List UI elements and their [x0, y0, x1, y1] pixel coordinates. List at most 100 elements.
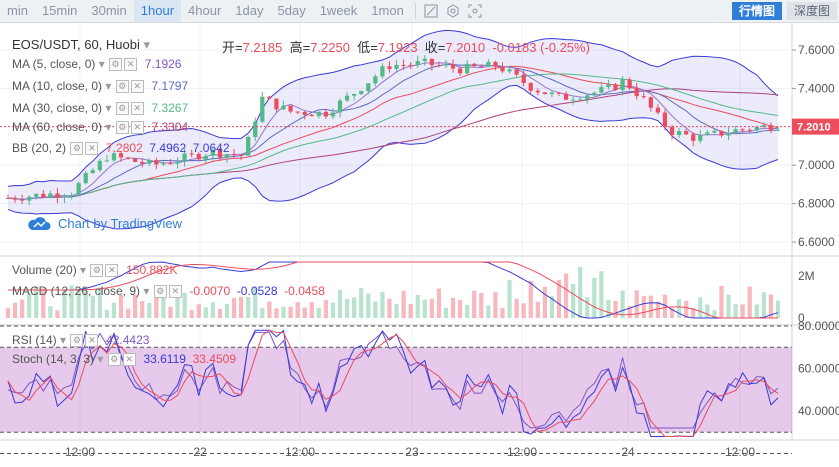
close-icon[interactable]: ✕ — [168, 285, 182, 299]
legend-ma30[interactable]: MA (30, close, 0) ▾ ⚙ ✕ 7.3267 — [12, 101, 188, 116]
depth-chart-button[interactable]: 深度图 — [786, 2, 837, 20]
timeframe-1day[interactable]: 1day — [235, 3, 264, 18]
candle-body — [359, 91, 364, 94]
chevron-down-icon[interactable]: ▾ — [105, 101, 112, 115]
timeframe-min[interactable]: min — [7, 3, 28, 18]
volume-bar — [239, 297, 244, 318]
ma30-label: MA (30, close, 0) — [12, 101, 103, 115]
chevron-down-icon[interactable]: ▾ — [105, 79, 112, 93]
market-chart-button[interactable]: 行情图 — [731, 2, 782, 20]
macd-signal-line — [8, 261, 778, 319]
chevron-down-icon[interactable]: ▾ — [60, 333, 67, 347]
candle-body — [295, 111, 300, 113]
candle-body — [493, 61, 498, 67]
close-icon[interactable]: ✕ — [85, 334, 99, 348]
volume-bar — [500, 307, 505, 318]
timeframe-1week[interactable]: 1week — [319, 3, 358, 18]
legend-stoch[interactable]: Stoch (14, 3, 3) ▾ ⚙ ✕ 33.6119 33.4509 — [12, 352, 236, 367]
candle-body — [606, 84, 611, 88]
volume-bar — [549, 296, 555, 318]
chevron-down-icon[interactable]: ▾ — [97, 352, 104, 366]
fullscreen-icon[interactable] — [464, 0, 486, 22]
bb-basis-value: 7.2802 — [106, 141, 143, 155]
volume-bar — [733, 304, 738, 318]
volume-bar — [472, 290, 477, 318]
tradingview-watermark[interactable]: Chart by TradingView — [26, 214, 182, 232]
drawing-tools-icon[interactable] — [420, 0, 442, 22]
candle-body — [698, 135, 703, 141]
close-icon[interactable]: ✕ — [130, 121, 144, 135]
legend-macd[interactable]: MACD (12, 26, close, 9) ▾ ⚙ ✕ -0.0070 -0.… — [12, 284, 325, 299]
legend-ma10[interactable]: MA (10, close, 0) ▾ ⚙ ✕ 7.1797 — [12, 79, 188, 94]
candle-body — [648, 97, 653, 108]
legend-ma60[interactable]: MA (60, close, 0) ▾ ⚙ ✕ 7.3304 — [12, 120, 188, 135]
close-icon[interactable]: ✕ — [122, 353, 136, 367]
candle-body — [168, 163, 173, 165]
candle-body — [472, 63, 477, 67]
volume-bar — [408, 304, 413, 318]
timeframe-1hour[interactable]: 1hour — [133, 0, 182, 22]
volume-bar — [712, 310, 717, 318]
volume-bar — [585, 297, 590, 318]
settings-icon[interactable] — [442, 0, 464, 22]
current-price-tag — [792, 118, 839, 135]
legend-ma5[interactable]: MA (5, close, 0) ▾ ⚙ ✕ 7.1926 — [12, 57, 181, 72]
volume-bar — [373, 301, 378, 318]
candle-body — [140, 161, 145, 164]
settings-icon[interactable]: ⚙ — [115, 102, 129, 116]
volume-bar — [118, 294, 124, 318]
volume-bar — [754, 304, 759, 318]
settings-icon[interactable]: ⚙ — [90, 264, 104, 278]
symbol-title: EOS/USDT, 60, Huobi ▾ — [12, 37, 150, 53]
candle-body — [118, 153, 124, 158]
legend-rsi[interactable]: RSI (14) ▾ ⚙ ✕ 42.4423 — [12, 333, 149, 348]
volume-bar — [5, 308, 11, 318]
chevron-down-icon[interactable]: ▾ — [143, 284, 150, 298]
volume-bar — [366, 293, 371, 318]
volume-bar — [599, 271, 604, 318]
candle-body — [330, 112, 336, 117]
close-icon[interactable]: ✕ — [130, 102, 144, 116]
timeframe-15min[interactable]: 15min — [41, 3, 78, 18]
volume-bar — [76, 289, 81, 318]
settings-icon[interactable]: ⚙ — [153, 285, 167, 299]
chevron-down-icon[interactable]: ▾ — [143, 37, 151, 52]
settings-icon[interactable]: ⚙ — [115, 80, 129, 94]
volume-bar — [465, 304, 470, 318]
timeframe-4hour[interactable]: 4hour — [188, 3, 222, 18]
timeframe-1mon[interactable]: 1mon — [371, 3, 404, 18]
rsi-tick-label: 80.0000 — [798, 319, 839, 333]
close-icon[interactable]: ✕ — [124, 58, 138, 72]
volume-bar — [394, 304, 399, 318]
legend-bb[interactable]: BB (20, 2) ⚙ ✕ 7.2802 7.4962 7.0642 — [12, 141, 230, 156]
timeframe-5day[interactable]: 5day — [277, 3, 306, 18]
candle-body — [366, 83, 371, 92]
settings-icon[interactable]: ⚙ — [70, 142, 84, 156]
chevron-down-icon[interactable]: ▾ — [80, 263, 87, 277]
settings-icon[interactable]: ⚙ — [109, 58, 123, 72]
close-value: 7.2010 — [445, 40, 486, 55]
volume-bar — [27, 293, 32, 318]
candle-body — [712, 130, 717, 133]
volume-bar — [648, 295, 653, 318]
candle-body — [69, 194, 74, 197]
settings-icon[interactable]: ⚙ — [70, 334, 84, 348]
volume-bar — [288, 306, 293, 318]
candle-body — [479, 66, 484, 68]
price-tick-label: 6.8000 — [798, 197, 835, 211]
legend-volume[interactable]: Volume (20) ▾ ⚙ ✕ 150.882K — [12, 263, 177, 278]
close-icon[interactable]: ✕ — [130, 80, 144, 94]
candle-body — [676, 131, 682, 136]
volume-bar — [168, 306, 173, 318]
volume-bar — [196, 304, 201, 318]
timeframe-30min[interactable]: 30min — [91, 3, 127, 18]
settings-icon[interactable]: ⚙ — [115, 121, 129, 135]
close-icon[interactable]: ✕ — [105, 264, 119, 278]
candle-body — [246, 136, 251, 156]
chevron-down-icon[interactable]: ▾ — [98, 57, 105, 71]
cloud-icon — [28, 217, 51, 230]
chevron-down-icon[interactable]: ▾ — [105, 120, 112, 134]
close-icon[interactable]: ✕ — [85, 142, 99, 156]
settings-icon[interactable]: ⚙ — [107, 353, 121, 367]
